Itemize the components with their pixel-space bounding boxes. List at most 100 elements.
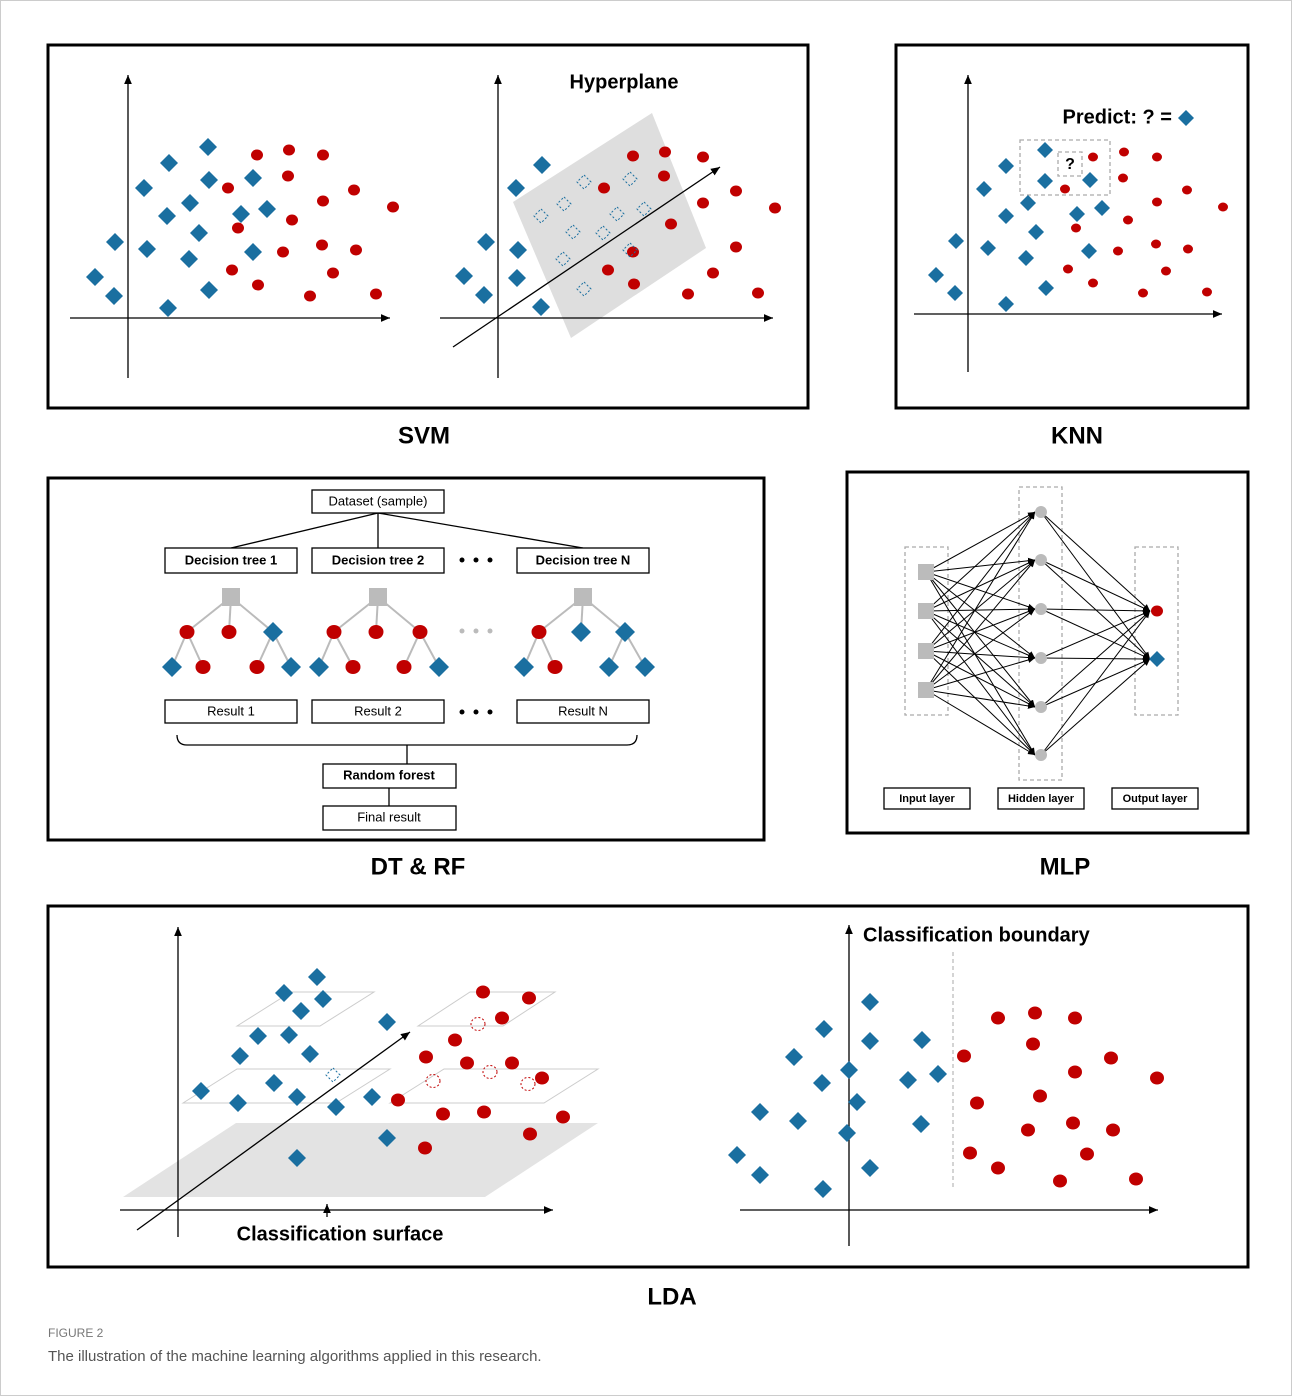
dot [1113,246,1123,256]
dot [523,1127,537,1141]
dot [348,184,360,196]
dot [697,151,709,163]
dot [1123,215,1133,225]
diamond [532,298,550,316]
diamond [751,1103,769,1121]
diamond [105,287,123,305]
dot [252,279,264,291]
dot [327,267,339,279]
plane [181,1068,392,1104]
query-label: ? [1065,156,1075,173]
diamond [861,993,879,1011]
predict-label: Predict: ? = [1063,106,1172,128]
diamond [947,285,963,301]
hyperplane [513,113,706,338]
panel-label: DT & RF [371,853,466,880]
ellipsis [473,628,479,634]
panel-label: LDA [647,1283,696,1310]
dot [482,1065,498,1079]
dot [1152,197,1162,207]
edge [1040,610,1151,756]
box [322,763,457,789]
edge [925,571,1036,610]
diamond [622,242,638,258]
dot [350,244,362,256]
box [311,489,445,514]
dot [1150,1071,1164,1085]
edge [925,606,1036,613]
ellipsis [459,557,465,563]
dot [682,288,694,300]
result-label: Result 1 [207,703,255,718]
dot [602,264,614,276]
diamond [475,286,493,304]
tree-label: Decision tree 1 [185,552,278,567]
dot [1060,184,1070,194]
panel-label: MLP [1040,853,1091,880]
diamond [576,281,592,297]
diamond [1028,224,1044,240]
diamond [622,171,638,187]
diamond [609,206,625,222]
dot [730,185,742,197]
diamond [200,171,218,189]
dot [1152,152,1162,162]
dot [391,1093,405,1107]
dot [1202,287,1212,297]
diamond [378,1129,396,1147]
dot [963,1146,977,1160]
diamond [363,1088,381,1106]
layout [46,43,1250,1269]
dot [368,625,384,639]
dot [448,1033,462,1047]
edge [925,657,1036,691]
dot [1183,244,1193,254]
dot [556,1110,570,1124]
shapes: Decision tree 1 Result 1 Decision tree 2 Re… [86,110,1228,1198]
edge [925,557,1036,573]
lda-panel [46,904,1250,1269]
dot [221,625,237,639]
diamond [275,984,293,1002]
diamond [455,267,473,285]
edge [925,610,1036,756]
diamond [301,1045,319,1063]
diamond [327,1098,345,1116]
dot [1033,1089,1047,1103]
dot [304,290,316,302]
diamond [789,1112,807,1130]
diamond [1069,206,1085,222]
edge [1040,559,1151,612]
diamond [86,268,104,286]
diamond [948,233,964,249]
dot [277,246,289,258]
edge [1040,610,1151,659]
diamond [912,1115,930,1133]
diamond [599,657,619,677]
root [574,588,592,606]
diamond [477,233,495,251]
dot [1068,1065,1082,1079]
diamond [576,174,592,190]
dot [1151,605,1163,617]
dot [707,267,719,279]
ellipsis [473,709,479,715]
diamond [565,224,581,240]
diamond [199,138,217,156]
hidden-node [1035,554,1047,566]
hidden-node [1035,652,1047,664]
edge [1040,511,1151,612]
dot [477,1105,491,1119]
hidden-node [1035,506,1047,518]
diamond [281,657,301,677]
dot [522,991,536,1005]
diamond [162,657,182,677]
diamond [280,1026,298,1044]
diamond [998,296,1014,312]
dot [658,170,670,182]
edge [925,608,1036,691]
diamond [615,622,635,642]
box [516,699,650,724]
diamond [229,1094,247,1112]
query-box [1057,151,1083,177]
